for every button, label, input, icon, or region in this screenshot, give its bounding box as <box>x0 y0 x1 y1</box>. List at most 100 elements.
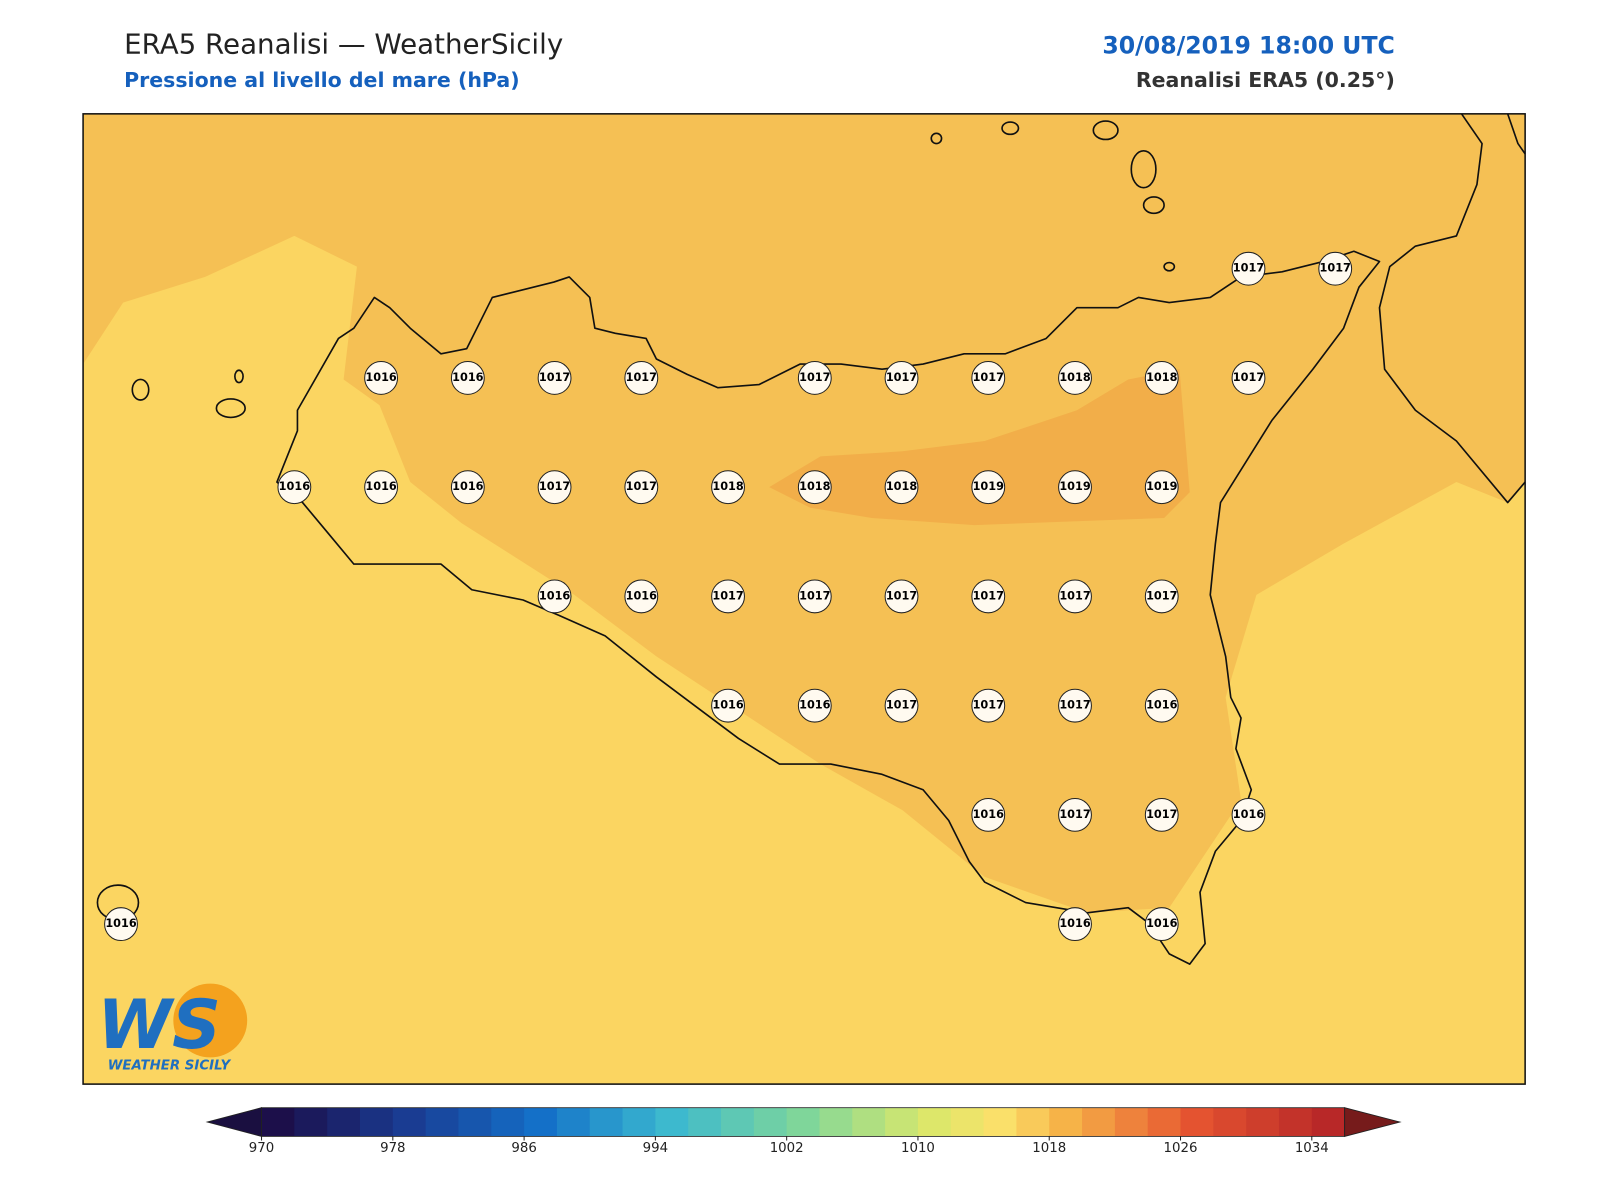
station: 1016 <box>364 470 399 505</box>
colorbar-tick-label: 970 <box>249 1141 274 1156</box>
station-value: 1017 <box>973 589 1004 602</box>
logo: WS WEATHER SICILY <box>97 983 248 1074</box>
station-marker <box>364 361 399 395</box>
calabria <box>1378 113 1526 504</box>
colorbar-tick-label: 994 <box>643 1141 668 1156</box>
colorbar-arrow-low <box>205 1107 262 1137</box>
colorbar-segment <box>1180 1107 1214 1137</box>
station: 1017 <box>1231 361 1266 395</box>
logo-mark: WS <box>97 985 220 1064</box>
station: 1019 <box>971 470 1006 505</box>
station: 1017 <box>624 361 659 395</box>
station-value: 1016 <box>712 699 744 712</box>
colorbar-tick-label: 1002 <box>770 1141 804 1156</box>
station: 1016 <box>450 361 485 395</box>
sicily <box>276 250 1381 965</box>
station-value: 1018 <box>799 480 831 493</box>
source: Reanalisi ERA5 (0.25°) <box>1136 68 1395 92</box>
colorbar-segment <box>721 1107 755 1137</box>
station-value: 1016 <box>1146 699 1178 712</box>
colorbar-segment <box>950 1107 985 1137</box>
station-marker <box>624 470 659 505</box>
station-marker <box>711 579 745 614</box>
station-marker <box>450 361 485 395</box>
station-marker <box>1231 361 1266 395</box>
colorbar-segment <box>622 1107 656 1137</box>
colorbar-segment <box>491 1107 525 1137</box>
datetime: 30/08/2019 18:00 UTC <box>1102 31 1394 59</box>
colorbar-tick-label: 986 <box>511 1141 536 1156</box>
station-value: 1017 <box>626 371 657 384</box>
subtitle: Pressione al livello del mare (hPa) <box>124 68 520 92</box>
colorbar-segment <box>425 1107 459 1137</box>
station: 1016 <box>1144 688 1179 723</box>
station-value: 1017 <box>973 699 1004 712</box>
station-marker <box>1318 251 1353 286</box>
station: 1017 <box>1144 797 1179 832</box>
colorbar-segment <box>1016 1107 1050 1137</box>
station-marker <box>1058 470 1092 505</box>
station: 1017 <box>537 361 572 395</box>
colorbar-segment <box>556 1107 591 1137</box>
station-value: 1018 <box>886 480 918 493</box>
colorbar-segment <box>983 1107 1017 1137</box>
station-value: 1017 <box>886 589 917 602</box>
station: 1018 <box>1058 361 1092 395</box>
colorbar-segment <box>524 1107 558 1137</box>
colorbar-segment <box>360 1107 394 1137</box>
station: 1017 <box>884 688 919 723</box>
station: 1016 <box>971 797 1006 832</box>
station-marker <box>1058 688 1092 723</box>
station-value: 1016 <box>799 699 831 712</box>
station-marker <box>884 579 919 614</box>
station-marker <box>104 907 138 942</box>
station-marker <box>364 470 399 505</box>
station-marker <box>797 688 832 723</box>
station-value: 1016 <box>452 371 484 384</box>
station: 1016 <box>537 579 572 614</box>
station: 1016 <box>624 579 659 614</box>
map-frame <box>82 113 1526 1085</box>
title: ERA5 Reanalisi — WeatherSicily <box>124 27 563 60</box>
station-value: 1018 <box>712 480 744 493</box>
station-marker <box>1058 361 1092 395</box>
station-marker <box>537 470 572 505</box>
station-value: 1017 <box>1233 371 1264 384</box>
station: 1019 <box>1058 470 1092 505</box>
station: 1018 <box>1144 361 1179 395</box>
station: 1017 <box>1318 251 1353 286</box>
station: 1017 <box>1058 579 1092 614</box>
colorbar: 970 978 986 994 1002 1010 1018 1026 1034 <box>205 1107 1402 1156</box>
colorbar-segment <box>885 1107 919 1137</box>
station: 1016 <box>797 688 832 723</box>
station-marker <box>537 361 572 395</box>
station-value: 1017 <box>799 371 830 384</box>
colorbar-arrow-high <box>1344 1107 1402 1137</box>
station-value: 1016 <box>1059 917 1091 930</box>
colorbar-segment <box>1278 1107 1313 1137</box>
station-value: 1017 <box>799 589 830 602</box>
colorbar-segment <box>655 1107 689 1137</box>
station: 1017 <box>797 361 832 395</box>
station-value: 1016 <box>365 371 397 384</box>
station-marker <box>537 579 572 614</box>
station: 1017 <box>711 579 745 614</box>
colorbar-tick-label: 1010 <box>901 1141 935 1156</box>
station: 1016 <box>711 688 745 723</box>
station: 1017 <box>971 361 1006 395</box>
station-value: 1019 <box>1059 480 1091 493</box>
colorbar-segment <box>327 1107 361 1137</box>
station-marker <box>971 361 1006 395</box>
station-marker <box>711 688 745 723</box>
station-marker <box>624 579 659 614</box>
station-marker <box>797 361 832 395</box>
colorbar-segment <box>1114 1107 1149 1137</box>
station-value: 1017 <box>1233 262 1264 275</box>
colorbar-segment <box>1213 1107 1247 1137</box>
station: 1016 <box>1058 907 1092 942</box>
station-marker <box>1058 579 1092 614</box>
station-value: 1019 <box>1146 480 1178 493</box>
logo-name: WEATHER SICILY <box>108 1059 232 1074</box>
station-value: 1017 <box>973 371 1004 384</box>
